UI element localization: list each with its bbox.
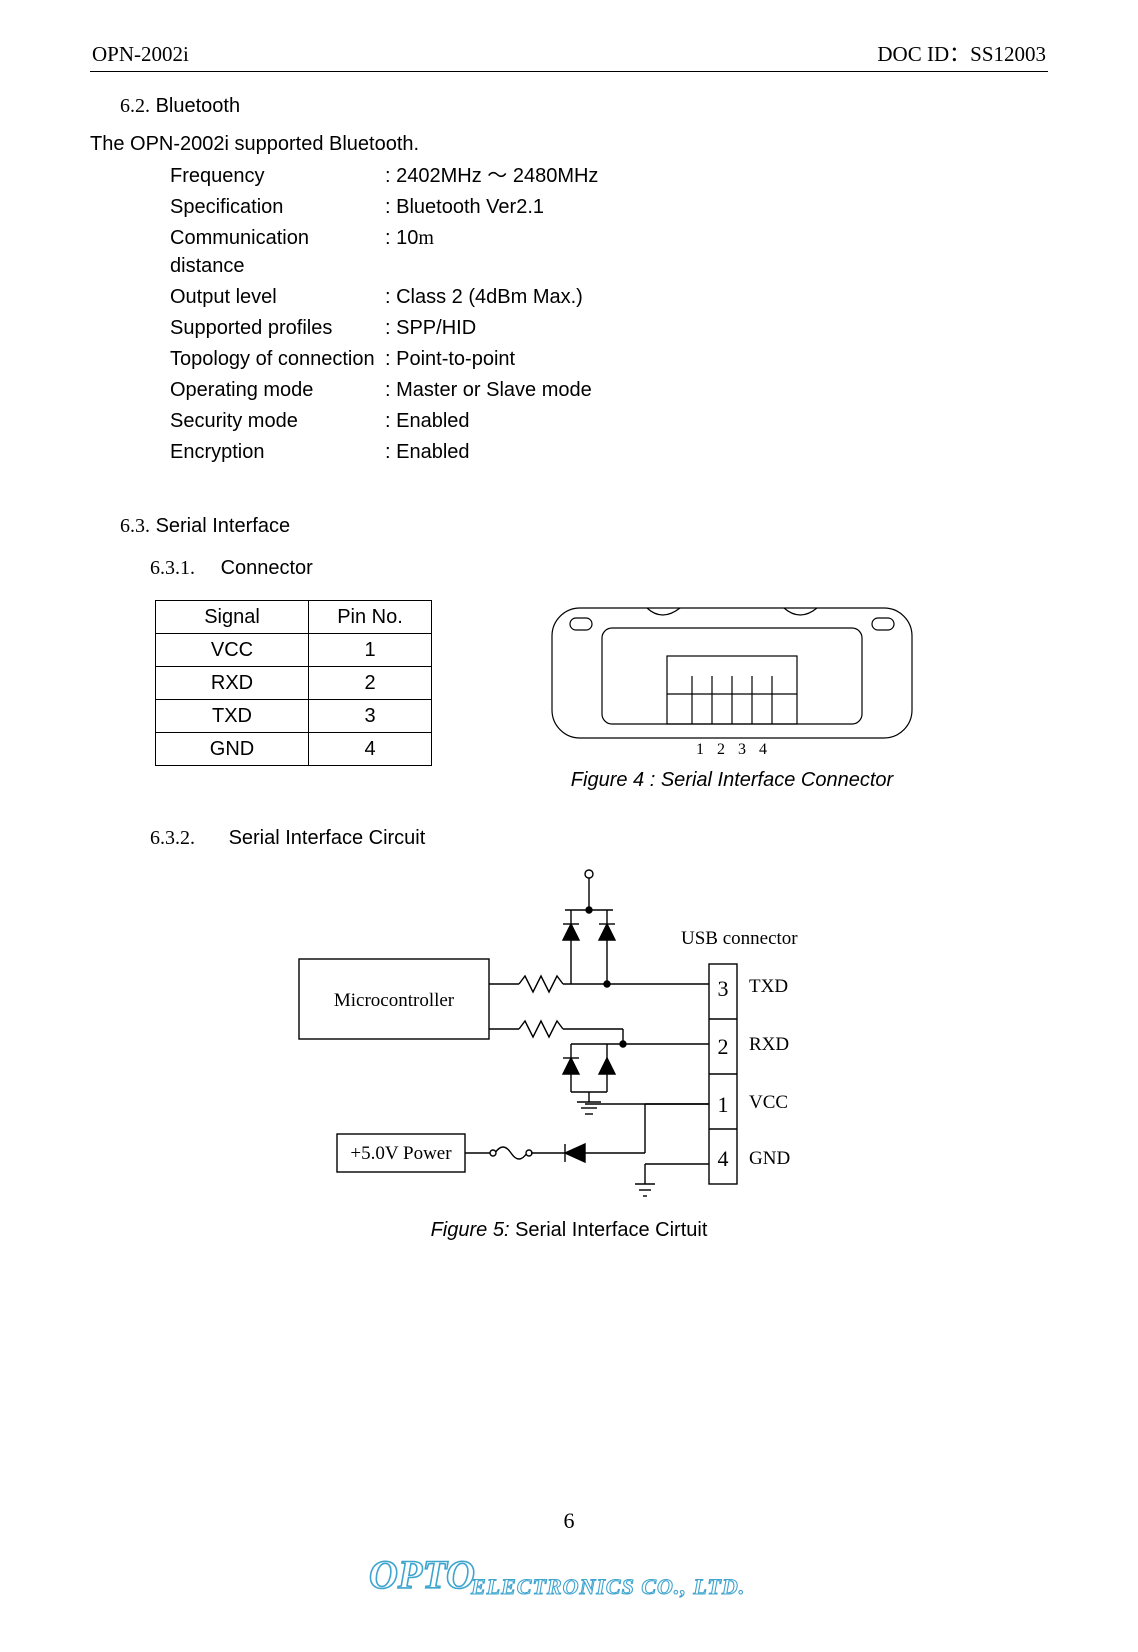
rxd-label: RXD — [749, 1034, 789, 1055]
spec-row: Specification: Bluetooth Ver2.1 — [170, 193, 1048, 221]
spec-value: : Master or Slave mode — [385, 376, 592, 404]
page-number: 6 — [0, 1506, 1138, 1537]
header-left: OPN-2002i — [92, 40, 189, 69]
spec-value: : Bluetooth Ver2.1 — [385, 193, 544, 221]
connector-row: Signal Pin No. VCC1RXD2TXD3GND4 — [155, 600, 1048, 794]
pin-4-num: 4 — [718, 1146, 729, 1171]
spec-value: : Enabled — [385, 438, 470, 466]
spec-value: : Point-to-point — [385, 345, 515, 373]
subsection-circuit: 6.3.2. Serial Interface Circuit — [150, 824, 1048, 852]
subsection-title: Serial Interface Circuit — [229, 827, 426, 849]
subsection-connector: 6.3.1. Connector — [150, 554, 1048, 582]
intro-text: The OPN-2002i supported Bluetooth. — [90, 130, 1048, 158]
pin-label-2: 2 — [717, 741, 725, 758]
spec-key: Encryption — [170, 438, 385, 466]
document-page: OPN-2002i DOC ID：SS12003 6.2. Bluetooth … — [0, 0, 1138, 1652]
table-cell: GND — [156, 733, 309, 766]
subsection-number: 6.3.1. — [150, 557, 195, 579]
section-number: 6.2. — [120, 95, 150, 117]
spec-key: Frequency — [170, 162, 385, 190]
spec-key: Security mode — [170, 407, 385, 435]
header-right: DOC ID：SS12003 — [877, 40, 1046, 69]
table-row: RXD2 — [156, 667, 432, 700]
pin-label-1: 1 — [696, 741, 704, 758]
subsection-title: Connector — [221, 557, 313, 579]
pin-label-4: 4 — [759, 741, 767, 758]
table-cell: RXD — [156, 667, 309, 700]
gnd-label: GND — [749, 1148, 790, 1169]
table-cell: 2 — [309, 667, 432, 700]
spec-row: Supported profiles: SPP/HID — [170, 314, 1048, 342]
pin-label-3: 3 — [738, 741, 746, 758]
circuit-diagram: Microcontroller +5.0V Power USB connecto… — [249, 864, 889, 1214]
spec-value: : 2402MHz ～ 2480MHz — [385, 162, 598, 190]
table-cell: 1 — [309, 634, 432, 667]
spec-value: : Class 2 (4dBm Max.) — [385, 283, 583, 311]
logo-sub: ELECTRONICS CO., LTD. — [470, 1574, 745, 1599]
pin-table: Signal Pin No. VCC1RXD2TXD3GND4 — [155, 600, 432, 766]
fig5-body: Serial Interface Cirtuit — [510, 1219, 708, 1241]
connector-diagram: 1 2 3 4 — [532, 600, 932, 760]
spec-row: Communication distance: 10m — [170, 224, 1048, 280]
spec-value: : Enabled — [385, 407, 470, 435]
section-title: Serial Interface — [156, 515, 291, 537]
spec-row: Topology of connection: Point-to-point — [170, 345, 1048, 373]
spec-row: Frequency: 2402MHz ～ 2480MHz — [170, 162, 1048, 190]
table-row: VCC1 — [156, 634, 432, 667]
pin-3-num: 3 — [718, 976, 729, 1001]
spec-row: Security mode: Enabled — [170, 407, 1048, 435]
spec-key: Supported profiles — [170, 314, 385, 342]
usb-label: USB connector — [681, 928, 798, 949]
pin-1-num: 1 — [718, 1092, 729, 1117]
spec-value: : 10m — [385, 224, 434, 252]
section-title: Bluetooth — [156, 95, 241, 117]
vcc-label: VCC — [749, 1092, 788, 1113]
spec-row: Encryption: Enabled — [170, 438, 1048, 466]
figure-4: 1 2 3 4 Figure 4 : Serial Interface Conn… — [532, 600, 932, 794]
table-row: GND4 — [156, 733, 432, 766]
spec-key: Operating mode — [170, 376, 385, 404]
figure-5-caption: Figure 5: Serial Interface Cirtuit — [431, 1216, 708, 1244]
spec-key: Specification — [170, 193, 385, 221]
mcu-label: Microcontroller — [334, 990, 455, 1011]
table-cell: 4 — [309, 733, 432, 766]
spec-value: : SPP/HID — [385, 314, 476, 342]
section-number: 6.3. — [120, 515, 150, 537]
figure-5: Microcontroller +5.0V Power USB connecto… — [90, 864, 1048, 1244]
spec-row: Output level: Class 2 (4dBm Max.) — [170, 283, 1048, 311]
section-bluetooth: 6.2. Bluetooth — [120, 92, 1048, 120]
table-row: TXD3 — [156, 700, 432, 733]
pin-2-num: 2 — [718, 1034, 729, 1059]
subsection-number: 6.3.2. — [150, 827, 195, 849]
power-label: +5.0V Power — [350, 1143, 452, 1164]
spec-key: Topology of connection — [170, 345, 385, 373]
page-header: OPN-2002i DOC ID：SS12003 — [90, 40, 1048, 72]
col-pin: Pin No. — [309, 601, 432, 634]
table-cell: VCC — [156, 634, 309, 667]
table-cell: 3 — [309, 700, 432, 733]
footer-logo: OPTO ELECTRONICS CO., LTD. — [0, 1548, 1138, 1612]
table-cell: TXD — [156, 700, 309, 733]
spec-key: Output level — [170, 283, 385, 311]
txd-label: TXD — [749, 976, 788, 997]
logo-main: OPTO — [369, 1552, 475, 1597]
fig5-lead: Figure 5: — [431, 1219, 510, 1241]
figure-4-caption: Figure 4 : Serial Interface Connector — [571, 766, 893, 794]
spec-list: Frequency: 2402MHz ～ 2480MHzSpecificatio… — [170, 162, 1048, 466]
section-serial: 6.3. Serial Interface — [120, 512, 1048, 540]
spec-row: Operating mode: Master or Slave mode — [170, 376, 1048, 404]
col-signal: Signal — [156, 601, 309, 634]
spec-key: Communication distance — [170, 224, 385, 280]
